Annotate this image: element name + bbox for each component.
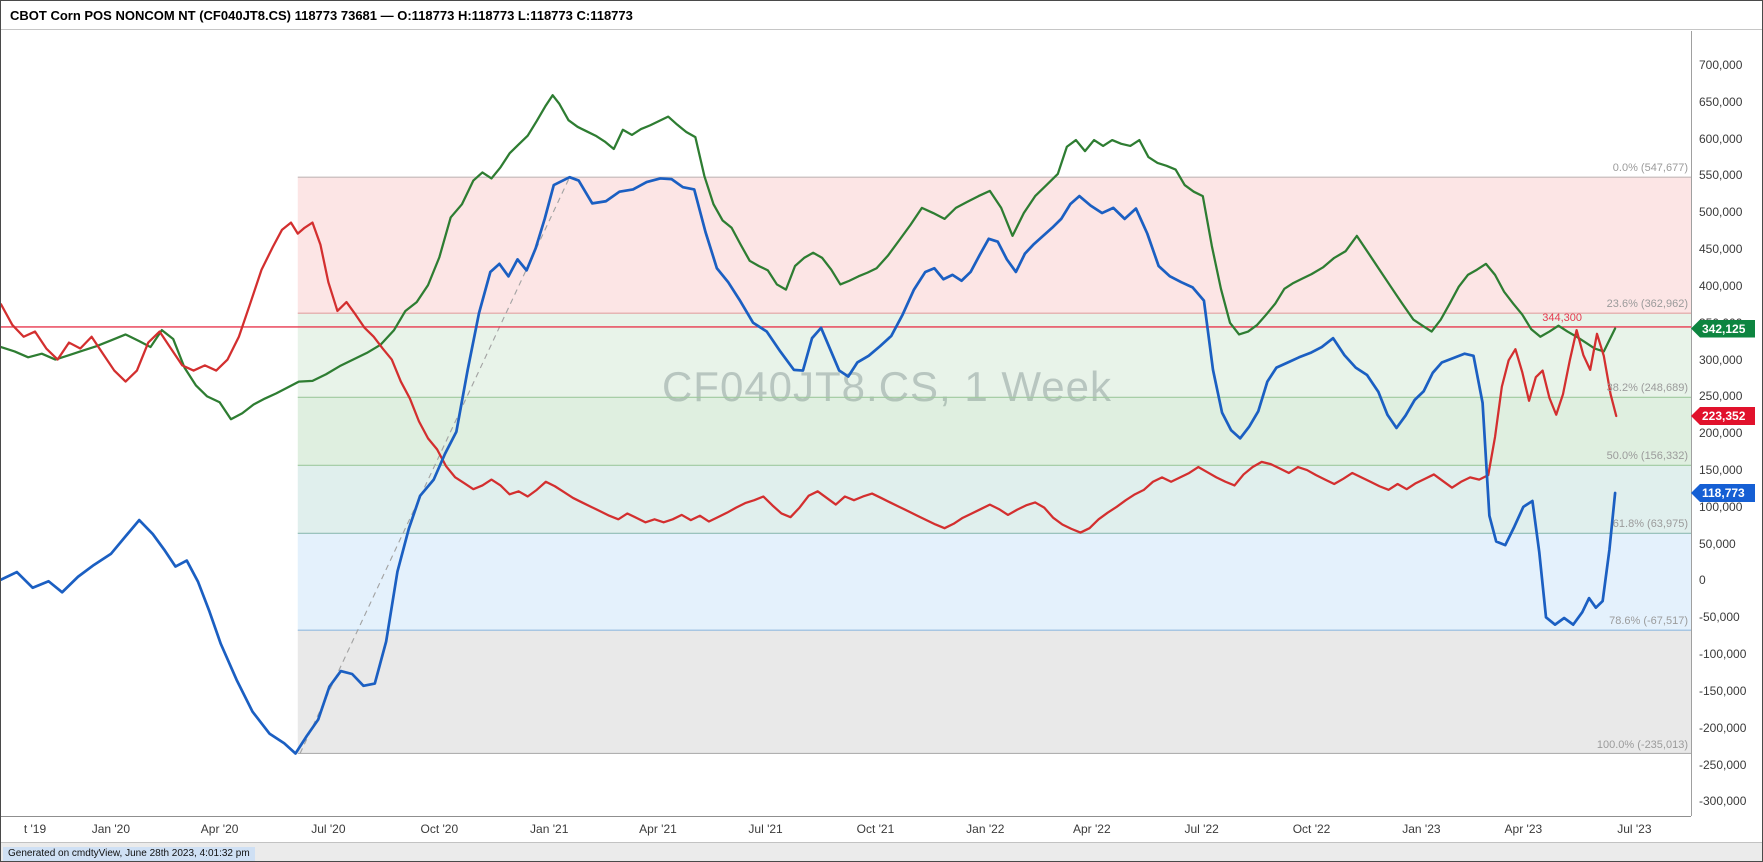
fib-band bbox=[297, 177, 1691, 314]
x-axis-label: Jul '21 bbox=[748, 822, 783, 836]
y-axis-label: 250,000 bbox=[1699, 389, 1743, 404]
x-axis-label: Jan '20 bbox=[91, 822, 131, 836]
x-axis-label: Oct '21 bbox=[856, 822, 895, 836]
x-axis-label: Jan '21 bbox=[530, 822, 569, 836]
y-axis-label: 50,000 bbox=[1699, 536, 1736, 551]
generated-timestamp: Generated on cmdtyView, June 28th 2023, … bbox=[3, 847, 255, 861]
y-axis-label: 600,000 bbox=[1699, 131, 1743, 146]
fib-level-label: 78.6% (-67,517) bbox=[1609, 615, 1688, 628]
y-axis-label: 150,000 bbox=[1699, 463, 1743, 477]
y-axis-label: -300,000 bbox=[1699, 794, 1747, 809]
fib-level-label: 100.0% (-235,013) bbox=[1596, 738, 1688, 751]
x-axis-label: t '19 bbox=[23, 822, 47, 836]
price-badge: 118,773 bbox=[1691, 483, 1755, 502]
y-axis-label: -200,000 bbox=[1699, 720, 1747, 735]
y-axis-label: 200,000 bbox=[1699, 426, 1743, 441]
x-axis-label: Jul '23 bbox=[1617, 822, 1652, 836]
fib-band bbox=[297, 465, 1691, 534]
fib-trend-line[interactable] bbox=[299, 176, 571, 754]
chart-area[interactable]: CF040JT8.CS, 1 Week 700,000 650,000 600,00… bbox=[1, 31, 1762, 861]
time-axis[interactable]: t '19 Jan '20 Apr '20 Jul '20 Oct '20 Jan '21… bbox=[1, 816, 1691, 841]
series-line-red[interactable] bbox=[1, 221, 1618, 534]
fib-level-label: 0.0% (547,677) bbox=[1612, 162, 1688, 175]
y-axis-label: 650,000 bbox=[1699, 94, 1743, 109]
x-axis-label: Oct '22 bbox=[1292, 822, 1331, 836]
status-bar: Generated on cmdtyView, June 28th 2023, … bbox=[1, 842, 1762, 861]
x-axis-label: Jul '22 bbox=[1184, 822, 1219, 836]
instrument-title: CBOT Corn POS NONCOM NT (CF040JT8.CS) 11… bbox=[10, 7, 633, 23]
y-axis-label: -100,000 bbox=[1699, 647, 1747, 662]
y-axis-label: -50,000 bbox=[1699, 610, 1740, 625]
x-axis-label: Apr '21 bbox=[639, 822, 677, 836]
x-axis-label: Jan '23 bbox=[1402, 822, 1441, 836]
y-axis-label: 300,000 bbox=[1699, 352, 1743, 367]
price-line-label: 344,300 bbox=[1542, 311, 1582, 324]
x-axis-label: Apr '23 bbox=[1504, 822, 1543, 836]
y-axis-label: -150,000 bbox=[1699, 683, 1747, 698]
x-axis-label: Jan '22 bbox=[966, 822, 1005, 836]
y-axis-label: 100,000 bbox=[1699, 499, 1743, 514]
y-axis-label: 0 bbox=[1699, 573, 1706, 588]
fib-band bbox=[297, 313, 1691, 398]
fib-level-label: 50.0% (156,332) bbox=[1606, 450, 1688, 463]
price-badge: 223,352 bbox=[1691, 406, 1755, 425]
fib-band bbox=[297, 397, 1691, 466]
y-axis-label: -250,000 bbox=[1699, 757, 1747, 772]
x-axis-label: Apr '20 bbox=[200, 822, 239, 836]
fib-level-label: 38.2% (248,689) bbox=[1606, 382, 1688, 395]
y-axis-label: 400,000 bbox=[1699, 278, 1743, 293]
y-axis-label: 550,000 bbox=[1699, 168, 1743, 183]
fib-band bbox=[297, 533, 1691, 631]
chart-title-bar: CBOT Corn POS NONCOM NT (CF040JT8.CS) 11… bbox=[1, 1, 1762, 30]
fib-band bbox=[297, 630, 1691, 754]
price-badge: 342,125 bbox=[1691, 319, 1755, 338]
chart-watermark: CF040JT8.CS, 1 Week bbox=[662, 363, 1112, 411]
series-line-green[interactable] bbox=[1, 94, 1617, 421]
fib-level-label: 23.6% (362,962) bbox=[1606, 298, 1688, 311]
x-axis-label: Oct '20 bbox=[420, 822, 459, 836]
fib-level-label: 61.8% (63,975) bbox=[1612, 518, 1688, 531]
x-axis-label: Apr '22 bbox=[1072, 822, 1111, 836]
y-axis-label: 450,000 bbox=[1699, 242, 1743, 257]
x-axis-label: Jul '20 bbox=[311, 822, 346, 836]
y-axis-label: 700,000 bbox=[1699, 57, 1743, 72]
chart-plot[interactable] bbox=[1, 38, 1691, 816]
y-axis-label: 500,000 bbox=[1699, 205, 1743, 220]
series-line-blue[interactable] bbox=[1, 175, 1617, 755]
